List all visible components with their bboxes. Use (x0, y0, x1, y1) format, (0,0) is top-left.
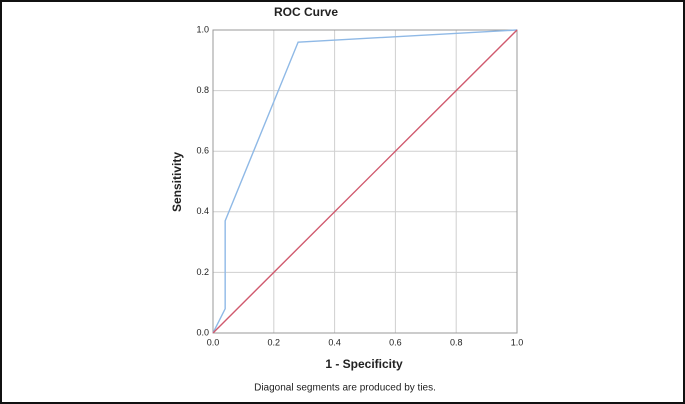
plot-border (212, 29, 518, 334)
y-axis-label: Sensitivity (170, 152, 184, 212)
y-tick-label: 0.2 (196, 267, 209, 277)
y-tick-label: 1.0 (196, 24, 209, 34)
curve (212, 29, 518, 334)
x-axis-label: 1 - Specificity (325, 357, 403, 371)
x-tick-label: 0.6 (389, 337, 402, 347)
curve (212, 29, 518, 334)
x-tick-label: 0.0 (207, 337, 220, 347)
x-tick-label: 0.8 (450, 337, 463, 347)
y-tick-label: 0.8 (196, 85, 209, 95)
x-tick-label: 0.2 (268, 337, 281, 347)
y-tick-label: 0.6 (196, 146, 209, 156)
y-tick-label: 0.4 (196, 206, 209, 216)
y-tick-label: 0.0 (196, 327, 209, 337)
x-tick-label: 1.0 (511, 337, 524, 347)
chart-title: ROC Curve (274, 5, 338, 19)
footnote: Diagonal segments are produced by ties. (254, 383, 436, 394)
x-tick-label: 0.4 (328, 337, 341, 347)
